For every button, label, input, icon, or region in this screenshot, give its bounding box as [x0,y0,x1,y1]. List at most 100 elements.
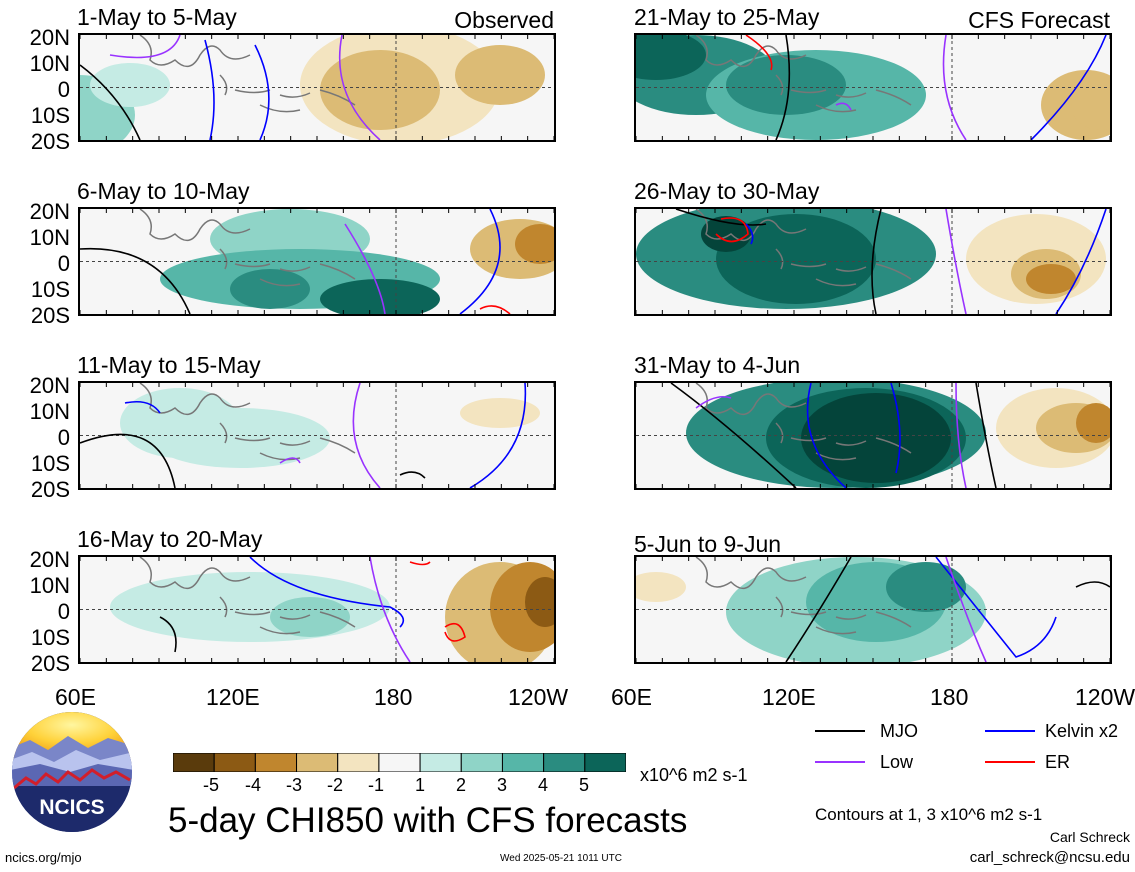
low-contour [279,457,301,464]
anomaly-shading [636,35,706,80]
x-label-120w: 120W [1075,684,1135,710]
coastline [139,383,356,461]
x-label-180: 180 [374,684,413,710]
anomaly-shading [110,572,390,642]
anomaly-shading [230,269,310,309]
low-contour [344,223,386,314]
low-legend-label: Low [880,752,914,772]
anomaly-shading [320,279,440,314]
low-contour [835,102,852,111]
y-label-0: 0 [57,251,70,276]
main-title: 5-day CHI850 with CFS forecasts [168,801,688,840]
logo-text: NCICS [39,796,104,819]
low-contour [695,395,732,409]
panel-title-1: 1-May to 5-May [77,4,237,30]
cbar-tick: -3 [285,775,302,795]
map-panel-forecast-4 [634,555,1112,664]
coastline [139,557,356,635]
er-contour [479,305,511,314]
cbar-tick: -5 [202,775,219,795]
y-label-20n: 20N [29,199,70,224]
panel-title-2: 6-May to 10-May [77,178,250,204]
y-label-0: 0 [57,77,70,102]
mjo-legend-line [815,730,865,732]
colorbar [172,752,627,773]
mjo-legend-label: MJO [880,721,918,741]
cbar-tick: 4 [537,775,548,795]
anomaly-shading [320,50,440,130]
x-label-120e: 120E [206,684,260,710]
colorbar-swatch [543,752,586,773]
er-legend-line [985,761,1035,763]
kelvin-contour [935,557,1057,658]
y-label-20s: 20S [30,651,70,676]
colorbar-swatch [378,752,421,773]
x-label-60e: 60E [55,684,96,710]
x-label-120e: 120E [762,684,816,710]
cbar-tick: -2 [326,775,343,795]
map-panel-forecast-2 [634,207,1112,316]
cbar-tick: -1 [367,775,384,795]
author-email[interactable]: carl_schreck@ncsu.edu [969,849,1130,866]
y-label-10n: 10N [29,225,70,250]
x-label-120w: 120W [508,684,569,710]
map-panel-observed-4 [78,555,556,664]
colorbar-swatch [213,752,256,773]
anomaly-shading [886,562,966,612]
y-label-20s: 20S [30,129,70,154]
anomaly-shading [455,45,545,105]
low-contour [942,35,967,140]
panel-title-8: 5-Jun to 9-Jun [634,531,782,557]
coastline [695,209,912,287]
kelvin-legend-label: Kelvin x2 [1045,721,1119,741]
colorbar-swatch [460,752,503,773]
er-legend-label: ER [1045,752,1071,772]
er-contour [745,35,773,71]
kelvin-contour [124,400,161,414]
coastline [139,35,356,113]
kelvin-contour [806,383,847,488]
mjo-contour [80,64,141,140]
map-panel-observed-3 [78,381,556,490]
anomaly-shading [460,398,540,428]
kelvin-contour [890,383,901,474]
anomaly-shading [515,224,554,264]
colorbar-units: x10^6 m2 s-1 [640,765,748,785]
y-label-20n: 20N [29,373,70,398]
panel-title-4: 16-May to 20-May [77,526,263,552]
anomaly-shading [150,408,330,468]
cbar-tick: 2 [455,775,466,795]
website-link[interactable]: ncics.org/mjo [5,850,82,865]
colorbar-swatch [584,752,627,773]
colorbar-swatch [254,752,298,773]
y-label-20s: 20S [30,477,70,502]
mjo-contour [775,35,791,140]
anomaly-shading [701,216,751,252]
low-contour [945,557,987,662]
panel-title-6: 26-May to 30-May [634,178,820,204]
panel-title-7: 31-May to 4-Jun [634,352,801,378]
kelvin-contour [469,383,527,488]
coastline [139,209,356,287]
cbar-tick: 5 [578,775,589,795]
coastline [695,35,912,113]
anomaly-shading [525,577,554,627]
low-contour [369,557,411,662]
anomaly-shading [270,597,350,637]
low-contour [338,35,381,140]
colorbar-swatch [337,752,380,773]
y-label-20n: 20N [29,547,70,572]
y-label-10s: 10S [30,277,70,302]
mjo-contour [675,209,767,226]
mjo-contour [975,383,997,488]
y-label-10n: 10N [29,399,70,424]
anomaly-shading [1071,80,1110,130]
mjo-contour [1075,581,1110,588]
panel-title-5: 21-May to 25-May [634,4,820,30]
colorbar-swatch [419,752,462,773]
anomaly-shading [1026,264,1076,294]
mjo-contour [80,247,191,314]
mjo-contour [871,209,882,314]
kelvin-contour [249,557,405,628]
low-contour [955,383,967,488]
